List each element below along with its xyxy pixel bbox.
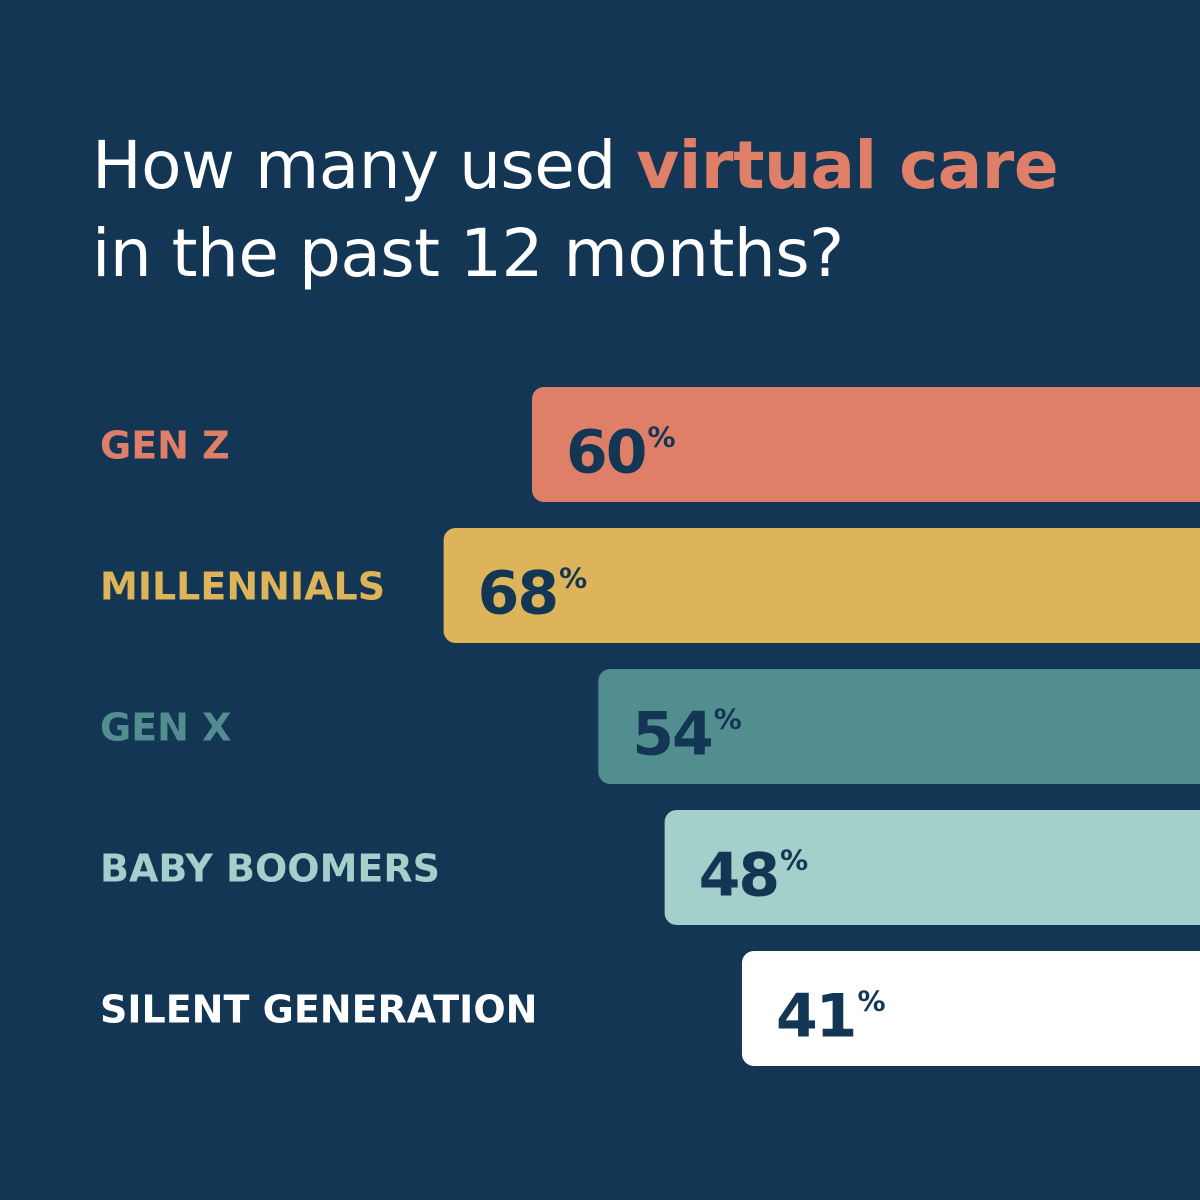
value-label: 54% (632, 700, 742, 770)
chart-title: How many used virtual care in the past 1… (92, 122, 1132, 298)
bar-row: MILLENNIALS 68% (100, 528, 1200, 643)
title-part-1: How many used (92, 127, 637, 204)
bar-row: SILENT GENERATION 41% (100, 951, 1200, 1066)
bar (598, 669, 1200, 784)
bar-row: GEN Z 60% (100, 387, 1200, 502)
value-label: 68% (478, 559, 588, 629)
bar-row: GEN X 54% (100, 669, 1200, 784)
bar (664, 810, 1200, 925)
value-label: 41% (776, 982, 886, 1052)
bar (443, 528, 1200, 643)
value-label: 48% (699, 841, 809, 911)
category-label: GEN X (100, 706, 231, 750)
bar (532, 387, 1200, 502)
title-accent: virtual care (636, 127, 1059, 204)
value-label: 60% (566, 418, 676, 488)
category-label: GEN Z (100, 424, 230, 468)
category-label: MILLENNIALS (100, 565, 385, 609)
title-part-2: in the past 12 months? (92, 215, 844, 292)
category-label: SILENT GENERATION (100, 988, 537, 1032)
bar (741, 951, 1200, 1066)
category-label: BABY BOOMERS (100, 847, 440, 891)
bar-row: BABY BOOMERS 48% (100, 810, 1200, 925)
